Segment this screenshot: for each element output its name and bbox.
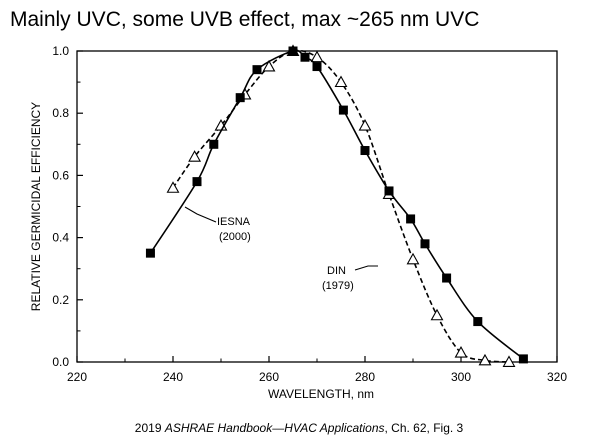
data-point-square <box>406 214 416 224</box>
data-point-triangle <box>454 346 468 358</box>
y-tick-label: 0.8 <box>52 106 69 120</box>
data-point-triangle <box>310 50 324 63</box>
series-label-iesna-leader <box>184 206 217 223</box>
x-tick-label: 240 <box>163 370 183 384</box>
data-point-square <box>473 317 483 327</box>
y-tick-label: 0.0 <box>52 355 69 369</box>
data-point-square <box>518 354 528 364</box>
data-point-square <box>252 65 262 75</box>
data-point-square <box>312 62 322 72</box>
data-point-square <box>288 46 298 56</box>
x-axis-title: WAVELENGTH, nm <box>268 387 374 401</box>
x-tick-label: 320 <box>547 370 567 384</box>
y-tick-label: 0.6 <box>52 168 69 182</box>
data-point-square <box>442 273 452 283</box>
data-point-square <box>384 186 394 196</box>
x-tick-label: 260 <box>259 370 279 384</box>
data-point-square <box>300 52 310 62</box>
series-line <box>149 49 524 360</box>
series-line <box>172 49 510 363</box>
germicidal-efficiency-chart: 220 240 260 280 300 320 0.0 0.2 0.4 0.6 0.8 1.0 WAVE… <box>29 44 567 401</box>
chart-series <box>145 44 528 367</box>
data-point-square <box>420 239 430 249</box>
x-tick-label: 280 <box>355 370 375 384</box>
caption-suffix: , Ch. 62, Fig. 3 <box>384 421 464 435</box>
chart-annotations: IESNA (2000) DIN (1979) <box>184 206 378 292</box>
figure-caption: 2019 ASHRAE Handbook—HVAC Applications, … <box>0 420 598 436</box>
data-point-triangle <box>166 181 180 193</box>
y-tick-label: 0.2 <box>52 293 69 307</box>
series-din <box>166 44 516 367</box>
series-label-din: DIN <box>327 265 346 277</box>
data-point-square <box>192 177 202 187</box>
data-point-triangle <box>502 355 516 367</box>
caption-source-title: ASHRAE Handbook—HVAC Applications <box>164 421 385 435</box>
data-point-square <box>235 93 245 103</box>
y-tick-label: 1.0 <box>52 44 69 58</box>
chart-axes: 220 240 260 280 300 320 0.0 0.2 0.4 0.6 0.8 1.0 WAVE… <box>29 44 567 401</box>
data-point-square <box>209 139 219 149</box>
data-point-triangle <box>430 308 444 321</box>
data-point-triangle <box>334 75 348 88</box>
series-label-iesna-year: (2000) <box>219 231 251 243</box>
data-point-triangle <box>478 353 492 366</box>
data-point-triangle <box>358 119 372 131</box>
data-point-square <box>338 105 348 115</box>
series-iesna <box>145 46 528 364</box>
x-tick-label: 220 <box>67 370 87 384</box>
series-label-iesna: IESNA <box>217 216 251 228</box>
data-point-triangle <box>406 252 420 265</box>
plot-frame <box>76 50 558 363</box>
caption-prefix: 2019 <box>134 421 165 435</box>
data-point-triangle <box>188 150 202 162</box>
series-label-din-year: (1979) <box>322 280 354 292</box>
x-tick-label: 300 <box>451 370 471 384</box>
y-axis-title: RELATIVE GERMICIDAL EFFICIENCY <box>29 102 43 311</box>
slide-title: Mainly UVC, some UVB effect, max ~265 nm… <box>10 8 480 31</box>
y-tick-label: 0.4 <box>52 231 69 245</box>
data-point-square <box>360 146 370 156</box>
data-point-square <box>145 248 155 258</box>
data-point-triangle <box>262 59 276 72</box>
series-label-din-leader <box>354 265 378 271</box>
